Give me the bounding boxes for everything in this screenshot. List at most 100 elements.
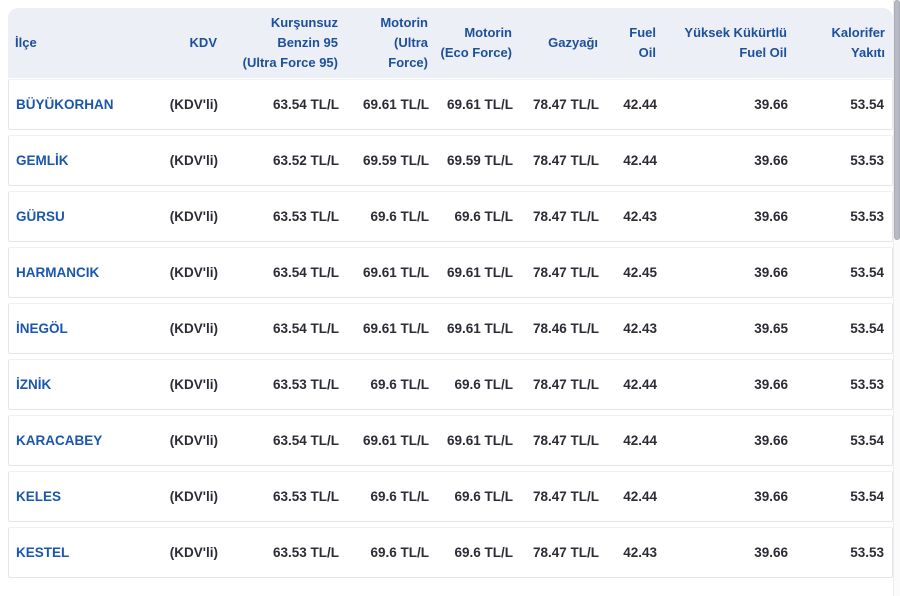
table-row: HARMANCIK (KDV'li) 63.54 TL/L 69.61 TL/L… <box>8 247 893 298</box>
column-header-ilce: İlçe <box>15 35 37 50</box>
value-cell: 63.54 TL/L <box>272 265 339 280</box>
column-header-kdv: KDV <box>189 35 217 50</box>
value-cell: 63.53 TL/L <box>272 377 339 392</box>
value-cell: 39.66 <box>754 153 788 168</box>
column-header-motorin-ultra-force: Motorin (Ultra Force) <box>380 15 428 70</box>
table-row: GEMLİK (KDV'li) 63.52 TL/L 69.59 TL/L 69… <box>8 135 893 186</box>
value-cell: 69.6 TL/L <box>454 377 513 392</box>
value-cell: 42.43 <box>623 321 657 336</box>
value-cell: 39.66 <box>754 545 788 560</box>
value-cell: 63.53 TL/L <box>272 209 339 224</box>
district-link[interactable]: GEMLİK <box>16 153 69 168</box>
value-cell: 78.47 TL/L <box>532 377 599 392</box>
value-cell: 53.54 <box>850 321 884 336</box>
value-cell: 53.53 <box>850 153 884 168</box>
value-cell: 69.6 TL/L <box>370 545 429 560</box>
kdv-cell: (KDV'li) <box>169 209 218 224</box>
district-cell: İZNİK <box>9 377 169 392</box>
value-cell: 78.47 TL/L <box>532 489 599 504</box>
value-cell: 39.66 <box>754 489 788 504</box>
value-cell: 42.44 <box>623 97 657 112</box>
district-cell: KARACABEY <box>9 433 169 448</box>
value-cell: 69.61 TL/L <box>362 433 429 448</box>
value-cell: 78.46 TL/L <box>532 321 599 336</box>
district-link[interactable]: GÜRSU <box>16 209 65 224</box>
value-cell: 39.66 <box>754 433 788 448</box>
table-row: GÜRSU (KDV'li) 63.53 TL/L 69.6 TL/L 69.6… <box>8 191 893 242</box>
value-cell: 69.6 TL/L <box>454 545 513 560</box>
district-link[interactable]: BÜYÜKORHAN <box>16 97 114 112</box>
district-cell: GEMLİK <box>9 153 169 168</box>
column-header-kursunsuz-benzin-95: Kurşunsuz Benzin 95 (Ultra Force 95) <box>242 15 338 70</box>
kdv-cell: (KDV'li) <box>169 545 218 560</box>
value-cell: 69.59 TL/L <box>362 153 429 168</box>
value-cell: 69.6 TL/L <box>454 209 513 224</box>
column-header-gazyagi: Gazyağı <box>548 35 598 50</box>
value-cell: 42.43 <box>623 209 657 224</box>
value-cell: 69.6 TL/L <box>454 489 513 504</box>
column-header-fuel-oil: Fuel Oil <box>629 25 656 60</box>
value-cell: 53.53 <box>850 209 884 224</box>
value-cell: 78.47 TL/L <box>532 545 599 560</box>
value-cell: 39.66 <box>754 265 788 280</box>
value-cell: 69.6 TL/L <box>370 209 429 224</box>
kdv-cell: (KDV'li) <box>169 489 218 504</box>
value-cell: 78.47 TL/L <box>532 97 599 112</box>
value-cell: 53.53 <box>850 545 884 560</box>
district-link[interactable]: İZNİK <box>16 377 52 392</box>
district-link[interactable]: İNEGÖL <box>16 321 68 336</box>
table-row: BÜYÜKORHAN (KDV'li) 63.54 TL/L 69.61 TL/… <box>8 79 893 130</box>
value-cell: 69.59 TL/L <box>446 153 513 168</box>
kdv-cell: (KDV'li) <box>169 265 218 280</box>
vertical-scrollbar[interactable] <box>893 0 900 596</box>
value-cell: 69.6 TL/L <box>370 489 429 504</box>
value-cell: 42.44 <box>623 433 657 448</box>
value-cell: 69.61 TL/L <box>446 265 513 280</box>
value-cell: 53.54 <box>850 489 884 504</box>
table-row: İZNİK (KDV'li) 63.53 TL/L 69.6 TL/L 69.6… <box>8 359 893 410</box>
value-cell: 63.54 TL/L <box>272 97 339 112</box>
district-cell: İNEGÖL <box>9 321 169 336</box>
value-cell: 42.45 <box>623 265 657 280</box>
value-cell: 53.54 <box>850 265 884 280</box>
value-cell: 63.53 TL/L <box>272 545 339 560</box>
column-header-yuksek-kukurtlu-fuel-oil: Yüksek Kükürtlü Fuel Oil <box>684 25 787 60</box>
kdv-cell: (KDV'li) <box>169 97 218 112</box>
table-row: İNEGÖL (KDV'li) 63.54 TL/L 69.61 TL/L 69… <box>8 303 893 354</box>
value-cell: 63.54 TL/L <box>272 321 339 336</box>
table-row: KELES (KDV'li) 63.53 TL/L 69.6 TL/L 69.6… <box>8 471 893 522</box>
scrollbar-thumb[interactable] <box>894 0 900 240</box>
fuel-price-table: İlçe KDV Kurşunsuz Benzin 95 (Ultra Forc… <box>8 8 893 583</box>
value-cell: 63.54 TL/L <box>272 433 339 448</box>
value-cell: 78.47 TL/L <box>532 433 599 448</box>
district-cell: BÜYÜKORHAN <box>9 97 169 112</box>
value-cell: 53.54 <box>850 433 884 448</box>
table-row: KESTEL (KDV'li) 63.53 TL/L 69.6 TL/L 69.… <box>8 527 893 578</box>
district-link[interactable]: KELES <box>16 489 62 504</box>
value-cell: 69.61 TL/L <box>362 97 429 112</box>
district-link[interactable]: HARMANCIK <box>16 265 100 280</box>
district-link[interactable]: KARACABEY <box>16 433 103 448</box>
value-cell: 69.6 TL/L <box>370 377 429 392</box>
value-cell: 39.66 <box>754 377 788 392</box>
district-link[interactable]: KESTEL <box>16 545 70 560</box>
value-cell: 69.61 TL/L <box>362 321 429 336</box>
value-cell: 78.47 TL/L <box>532 153 599 168</box>
district-cell: HARMANCIK <box>9 265 169 280</box>
value-cell: 39.66 <box>754 209 788 224</box>
kdv-cell: (KDV'li) <box>169 433 218 448</box>
value-cell: 39.65 <box>754 321 788 336</box>
value-cell: 39.66 <box>754 97 788 112</box>
value-cell: 63.53 TL/L <box>272 489 339 504</box>
value-cell: 78.47 TL/L <box>532 209 599 224</box>
value-cell: 42.43 <box>623 545 657 560</box>
kdv-cell: (KDV'li) <box>169 377 218 392</box>
kdv-cell: (KDV'li) <box>169 321 218 336</box>
table-row: KARACABEY (KDV'li) 63.54 TL/L 69.61 TL/L… <box>8 415 893 466</box>
table-header-row: İlçe KDV Kurşunsuz Benzin 95 (Ultra Forc… <box>8 8 893 78</box>
value-cell: 69.61 TL/L <box>446 321 513 336</box>
value-cell: 53.54 <box>850 97 884 112</box>
value-cell: 53.53 <box>850 377 884 392</box>
column-header-kalorifer-yakiti: Kalorifer Yakıtı <box>831 25 885 60</box>
